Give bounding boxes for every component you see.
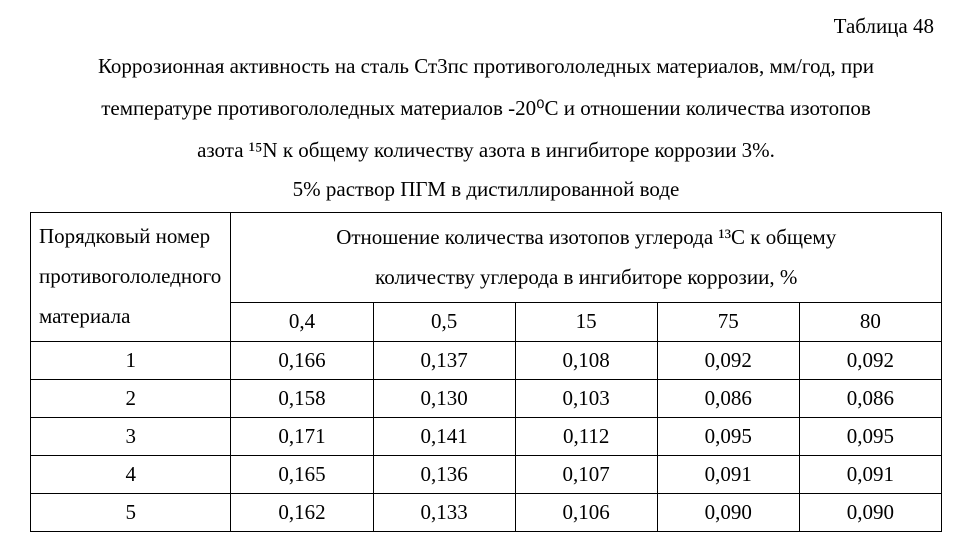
title-line-3: азота ¹⁵N к общему количеству азота в ин… (30, 129, 942, 171)
cell: 0,162 (231, 493, 373, 531)
cell: 0,092 (657, 341, 799, 379)
row-number: 5 (31, 493, 231, 531)
col-header-4: 75 (657, 303, 799, 342)
cell: 0,092 (799, 341, 941, 379)
title-line-2: температуре противогололедных материалов… (30, 87, 942, 129)
cell: 0,171 (231, 417, 373, 455)
col-header-2: 0,5 (373, 303, 515, 342)
header-row-1: Порядковый номер противогололедного мате… (31, 213, 942, 303)
cell: 0,158 (231, 379, 373, 417)
table-row: 4 0,165 0,136 0,107 0,091 0,091 (31, 455, 942, 493)
table-row: 1 0,166 0,137 0,108 0,092 0,092 (31, 341, 942, 379)
row-number: 1 (31, 341, 231, 379)
cell: 0,112 (515, 417, 657, 455)
row-header-line-2: противогололедного (39, 264, 221, 288)
col-header-5: 80 (799, 303, 941, 342)
page: Таблица 48 Коррозионная активность на ст… (0, 0, 972, 542)
cell: 0,166 (231, 341, 373, 379)
cell: 0,130 (373, 379, 515, 417)
table-number: Таблица 48 (30, 14, 934, 39)
row-header: Порядковый номер противогололедного мате… (31, 213, 231, 342)
title-line-1: Коррозионная активность на сталь Ст3пс п… (30, 45, 942, 87)
cell: 0,107 (515, 455, 657, 493)
cell: 0,090 (657, 493, 799, 531)
cell: 0,095 (799, 417, 941, 455)
cell: 0,090 (799, 493, 941, 531)
col-group-line-2: количеству углерода в ингибиторе коррози… (375, 265, 797, 289)
row-number: 3 (31, 417, 231, 455)
cell: 0,165 (231, 455, 373, 493)
cell: 0,137 (373, 341, 515, 379)
table-row: 5 0,162 0,133 0,106 0,090 0,090 (31, 493, 942, 531)
title-block: Коррозионная активность на сталь Ст3пс п… (30, 45, 942, 171)
col-header-1: 0,4 (231, 303, 373, 342)
cell: 0,136 (373, 455, 515, 493)
data-table: Порядковый номер противогололедного мате… (30, 212, 942, 532)
cell: 0,086 (799, 379, 941, 417)
cell: 0,091 (799, 455, 941, 493)
cell: 0,108 (515, 341, 657, 379)
col-header-3: 15 (515, 303, 657, 342)
cell: 0,141 (373, 417, 515, 455)
subtitle: 5% раствор ПГМ в дистиллированной воде (30, 177, 942, 202)
cell: 0,086 (657, 379, 799, 417)
row-number: 2 (31, 379, 231, 417)
cell: 0,106 (515, 493, 657, 531)
cell: 0,103 (515, 379, 657, 417)
row-number: 4 (31, 455, 231, 493)
row-header-line-3: материала (39, 304, 130, 328)
column-group-header: Отношение количества изотопов углерода ¹… (231, 213, 942, 303)
cell: 0,091 (657, 455, 799, 493)
cell: 0,133 (373, 493, 515, 531)
table-row: 3 0,171 0,141 0,112 0,095 0,095 (31, 417, 942, 455)
col-group-line-1: Отношение количества изотопов углерода ¹… (336, 225, 836, 249)
table-row: 2 0,158 0,130 0,103 0,086 0,086 (31, 379, 942, 417)
cell: 0,095 (657, 417, 799, 455)
row-header-line-1: Порядковый номер (39, 224, 210, 248)
